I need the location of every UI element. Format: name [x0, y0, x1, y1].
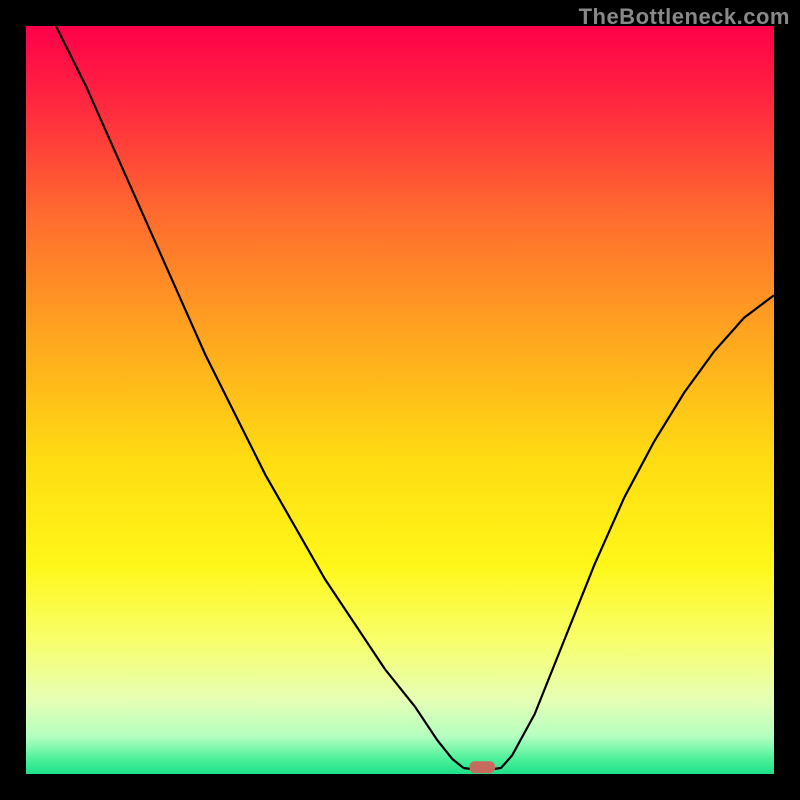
minimum-marker [470, 761, 495, 773]
curve-layer [26, 26, 774, 774]
bottleneck-curve [56, 26, 774, 770]
plot-area [26, 26, 774, 774]
chart-stage: TheBottleneck.com [0, 0, 800, 800]
